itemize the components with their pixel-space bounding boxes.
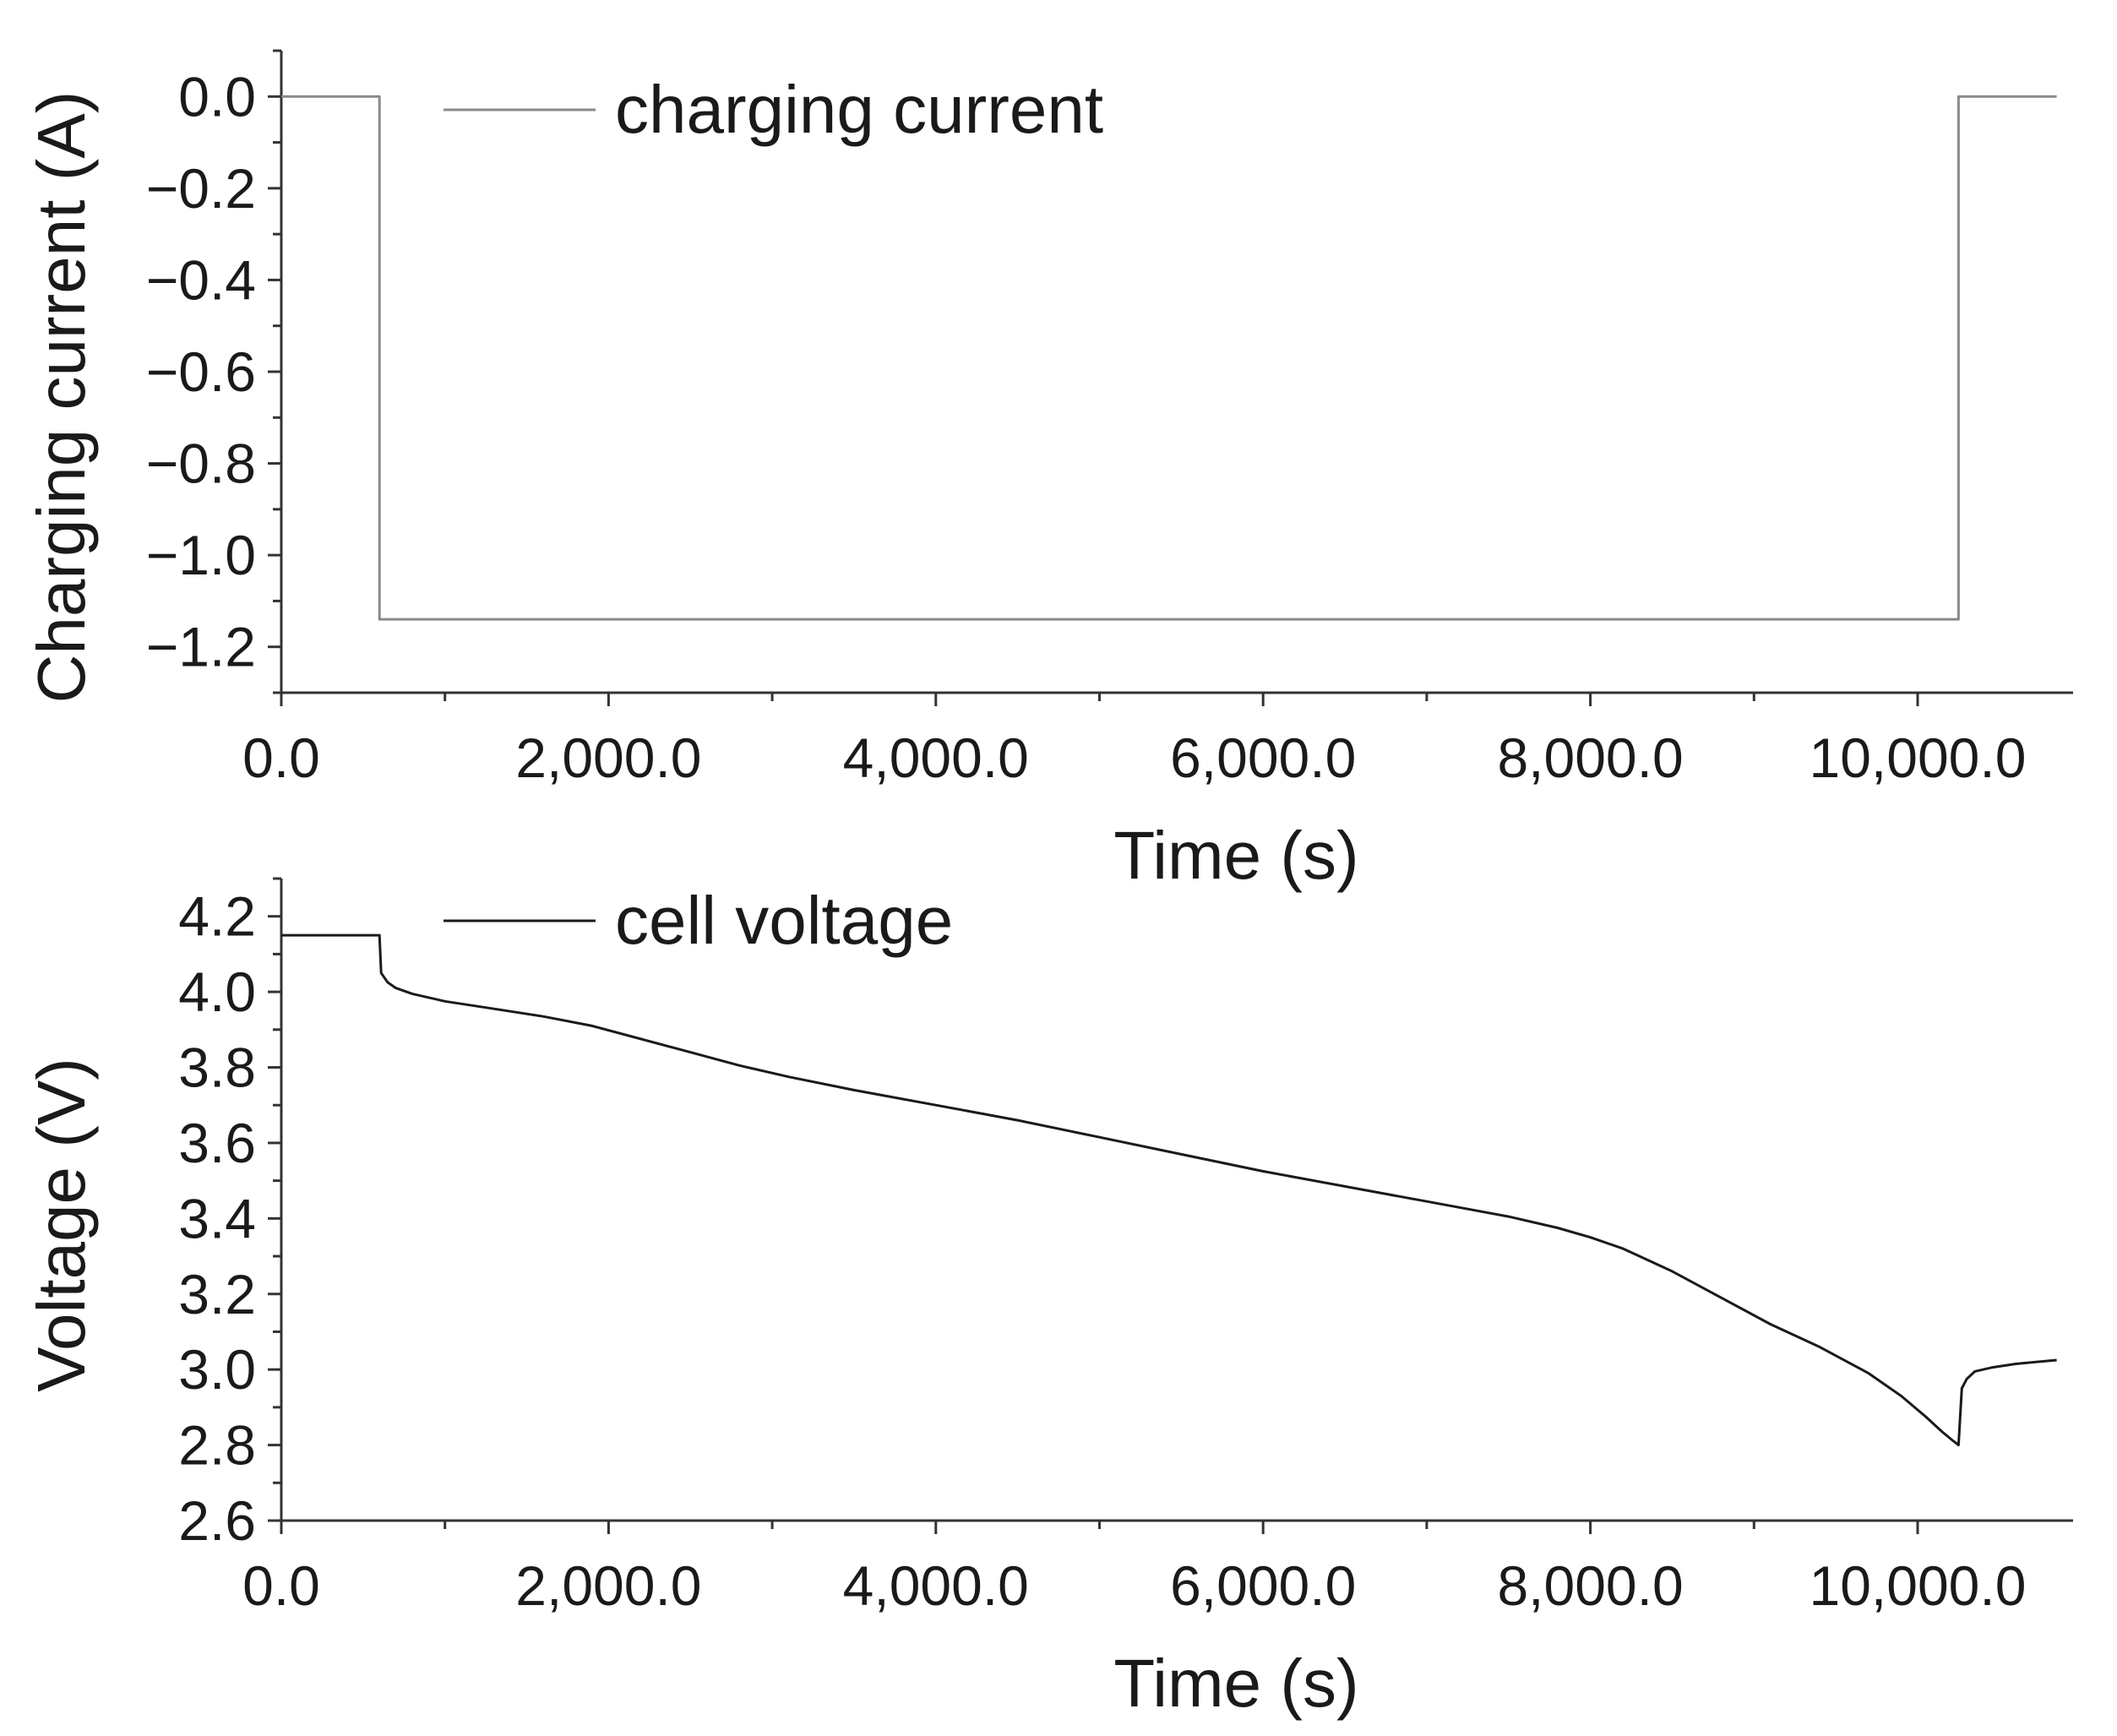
voltage-y-tick-label: 3.8	[178, 1037, 256, 1099]
voltage-y-tick-label: 4.0	[178, 961, 256, 1023]
current-x-tick-label: 0.0	[242, 727, 320, 789]
current-legend-label: charging current	[615, 72, 1103, 147]
voltage-x-tick-label: 8,000.0	[1497, 1554, 1683, 1617]
voltage-y-tick-label: 3.4	[178, 1187, 256, 1249]
current-x-tick-label: 10,000.0	[1810, 727, 2027, 789]
voltage-y-tick-label: 2.8	[178, 1414, 256, 1477]
voltage-series-line	[281, 933, 2057, 1447]
current-x-tick-label: 6,000.0	[1170, 727, 1356, 789]
current-y-tick-label: −1.0	[146, 524, 256, 586]
voltage-y-tick-label: 3.0	[178, 1338, 256, 1401]
current-series-line	[281, 95, 2057, 621]
voltage-x-tick-label: 4,000.0	[843, 1554, 1029, 1617]
current-x-tick-label: 8,000.0	[1497, 727, 1683, 789]
voltage-x-axis-title: Time (s)	[1113, 1646, 1358, 1721]
current-x-tick-label: 2,000.0	[515, 727, 701, 789]
voltage-y-axis-title: Voltage (V)	[24, 1058, 99, 1392]
voltage-x-tick-label: 6,000.0	[1170, 1554, 1356, 1617]
voltage-legend-label: cell voltage	[615, 883, 953, 958]
voltage-x-tick-label: 10,000.0	[1810, 1554, 2027, 1617]
current-y-axis-title: Charging current (A)	[24, 91, 99, 704]
current-y-tick-label: −1.2	[146, 616, 256, 678]
current-y-tick-label: −0.6	[146, 340, 256, 403]
current-x-axis-title: Time (s)	[1113, 818, 1358, 893]
current-x-tick-label: 4,000.0	[843, 727, 1029, 789]
current-y-tick-label: −0.2	[146, 157, 256, 220]
current-y-tick-label: 0.0	[178, 65, 256, 128]
voltage-panel: 0.0 2,000.0 4,000.0 6,000.0 8,000.0 10,000.0 2…	[24, 877, 2073, 1721]
voltage-y-tick-label: 3.6	[178, 1112, 256, 1174]
voltage-y-tick-label: 2.6	[178, 1489, 256, 1552]
voltage-x-tick-label: 2,000.0	[515, 1554, 701, 1617]
voltage-y-tick-label: 4.2	[178, 885, 256, 948]
voltage-x-tick-label: 0.0	[242, 1554, 320, 1617]
voltage-y-tick-label: 3.2	[178, 1263, 256, 1325]
current-panel: 0.0 2,000.0 4,000.0 6,000.0 8,000.0 10,000.0 0…	[24, 49, 2073, 893]
current-y-tick-label: −0.4	[146, 248, 256, 311]
current-y-tick-label: −0.8	[146, 433, 256, 495]
